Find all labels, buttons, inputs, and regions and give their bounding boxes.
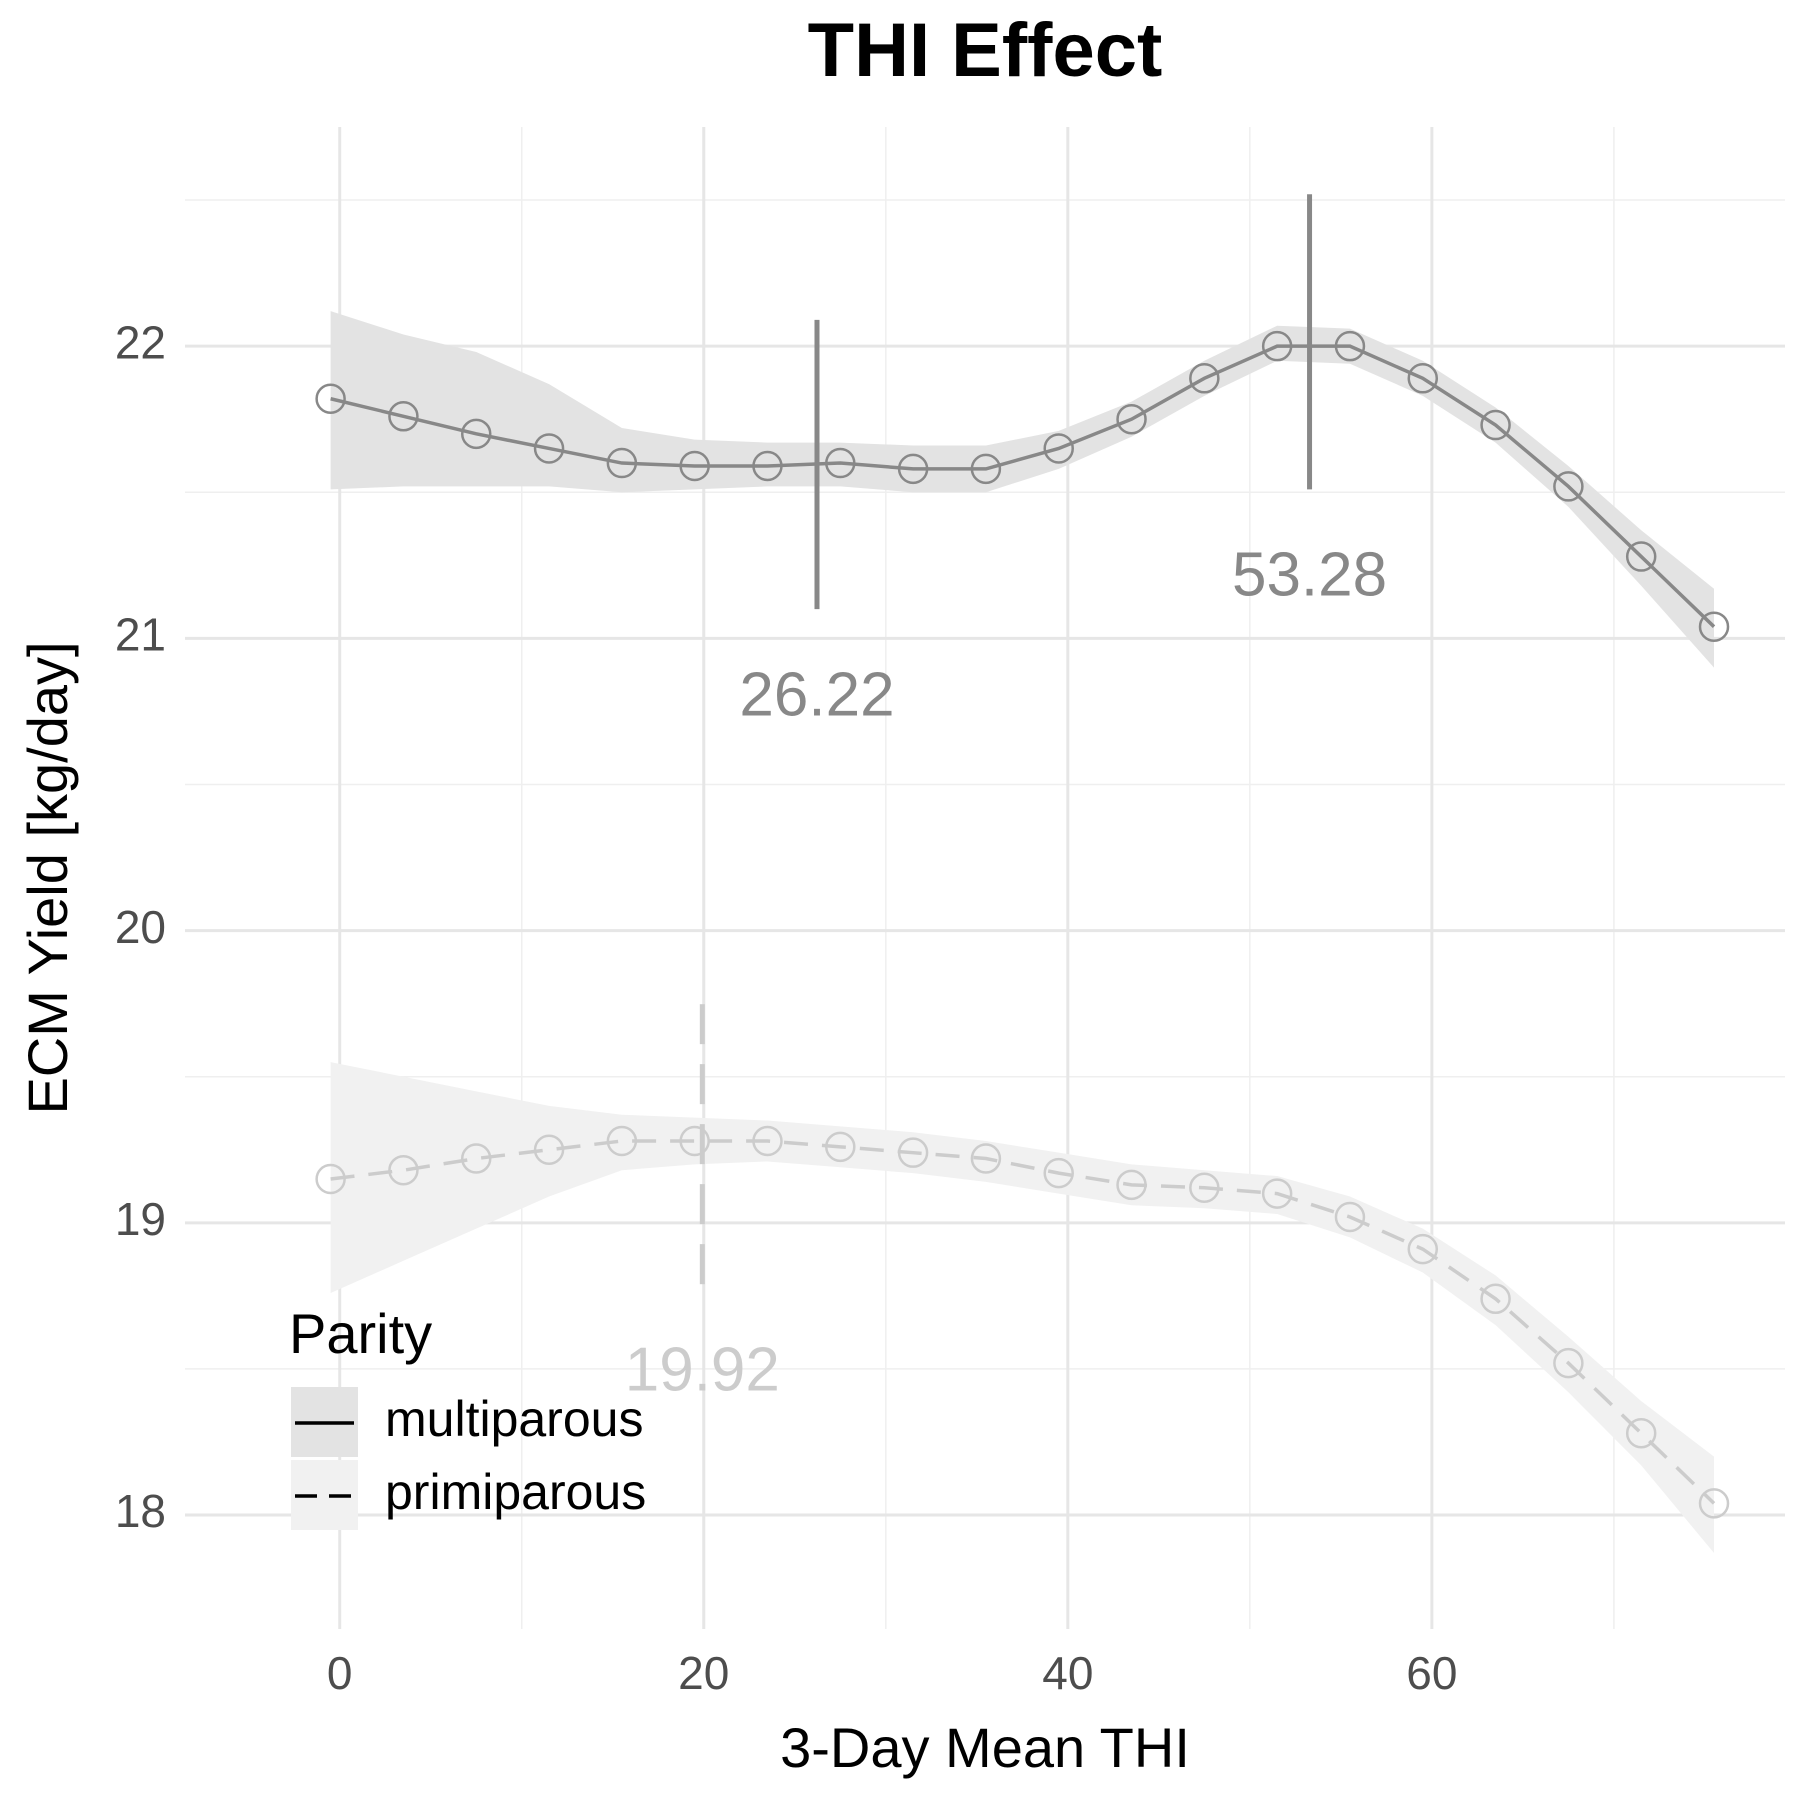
data-point	[1334, 1201, 1366, 1233]
data-point	[752, 1125, 783, 1157]
y-tick-label: 22	[115, 316, 166, 368]
data-point	[1407, 363, 1439, 394]
x-tick-label: 60	[1406, 1647, 1457, 1699]
data-point	[533, 1134, 565, 1166]
data-point	[1116, 1169, 1147, 1201]
data-point	[825, 1131, 856, 1163]
marks	[315, 194, 1730, 1519]
x-tick-label: 40	[1042, 1647, 1093, 1699]
data-point	[460, 418, 492, 450]
data-point	[1189, 1172, 1220, 1204]
x-axis-title: 3-Day Mean THI	[780, 1716, 1190, 1779]
breakpoint-label: 19.92	[625, 1336, 780, 1405]
x-tick-label: 0	[327, 1647, 353, 1699]
data-point	[1480, 1283, 1511, 1315]
x-tick-label: 20	[678, 1647, 729, 1699]
confidence-ribbon	[330, 311, 1715, 668]
y-tick-label: 21	[115, 609, 166, 661]
confidence-ribbon	[330, 1062, 1715, 1554]
data-point	[1334, 330, 1366, 362]
labels: 0 20 40 60 18 19 20 21 22 26.22 53.28 19.92	[115, 316, 1458, 1699]
data-point	[1043, 1157, 1074, 1189]
data-point	[388, 401, 419, 432]
legend-label: primiparous	[385, 1464, 646, 1520]
data-point	[1261, 1178, 1293, 1209]
ribbons	[330, 311, 1715, 1554]
data-point	[679, 450, 710, 482]
data-point	[970, 1143, 1002, 1174]
data-point	[1553, 1347, 1584, 1379]
y-tick-label: 20	[115, 901, 166, 953]
data-point	[1407, 1233, 1439, 1265]
y-axis-title: ECM Yield [kg/day]	[16, 641, 79, 1114]
legend-label: multiparous	[385, 1391, 643, 1447]
legend-title: Parity	[289, 1302, 432, 1365]
data-point	[897, 453, 929, 485]
legend: Parity multiparous primiparous	[289, 1302, 646, 1530]
data-point	[606, 1125, 638, 1157]
data-point	[825, 447, 856, 479]
grid	[185, 127, 1785, 1629]
data-point	[1043, 433, 1074, 464]
y-tick-label: 18	[115, 1485, 166, 1537]
data-point	[1698, 1488, 1730, 1519]
data-point	[533, 433, 565, 464]
breakpoint-label: 26.22	[739, 661, 894, 730]
data-point	[679, 1125, 710, 1157]
y-tick-label: 19	[115, 1193, 166, 1245]
data-point	[460, 1143, 492, 1174]
data-point	[1189, 363, 1220, 394]
data-point	[1553, 471, 1584, 502]
data-point	[1625, 541, 1657, 572]
data-point	[1698, 611, 1730, 642]
data-point	[1116, 403, 1147, 435]
breakpoint-label: 53.28	[1232, 541, 1387, 610]
data-point	[1261, 330, 1293, 362]
chart-title: THI Effect	[808, 8, 1163, 93]
data-point	[970, 453, 1002, 485]
data-point	[388, 1154, 419, 1186]
data-point	[315, 1163, 346, 1195]
data-point	[897, 1137, 929, 1168]
data-point	[315, 383, 346, 415]
data-point	[1480, 409, 1511, 441]
data-point	[1625, 1417, 1657, 1449]
data-point	[752, 450, 783, 482]
data-point	[606, 447, 638, 479]
